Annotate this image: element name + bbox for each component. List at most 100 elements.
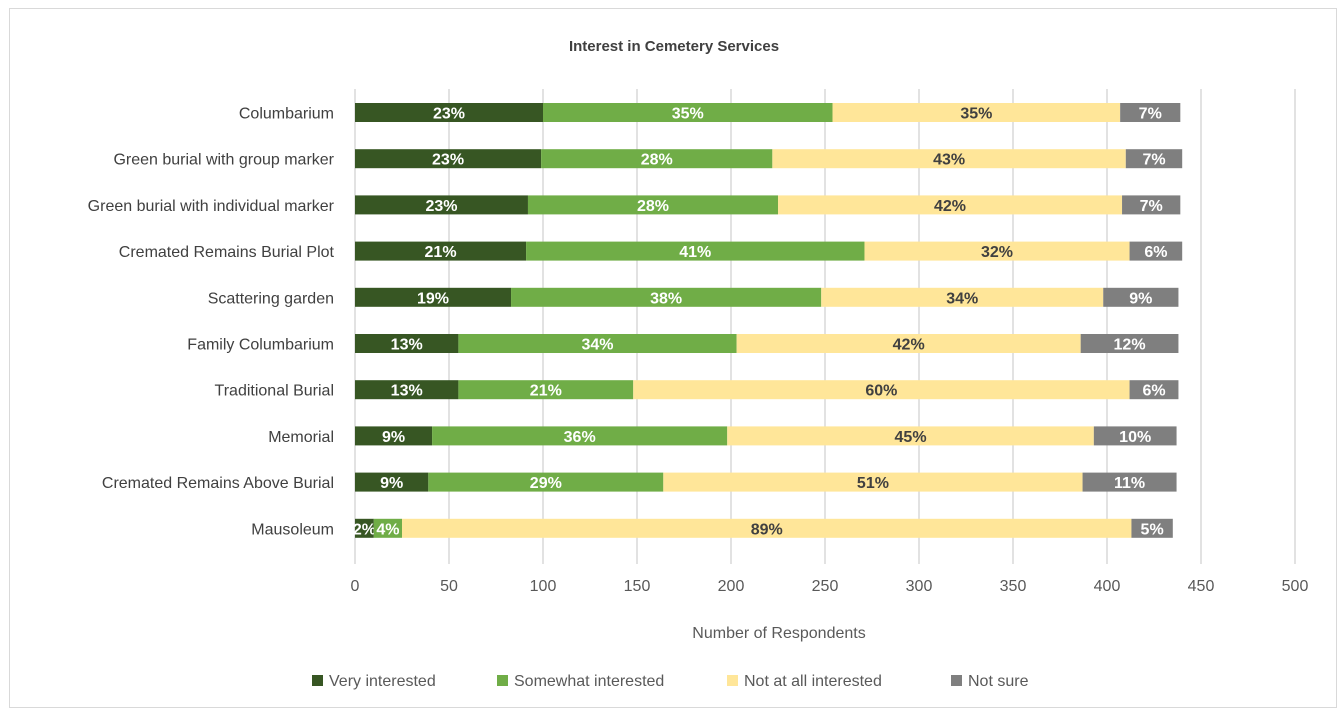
bar-segment [355, 334, 459, 353]
data-label: 35% [960, 106, 992, 123]
legend-swatch [497, 675, 508, 686]
x-tick-label: 100 [530, 578, 557, 595]
data-label: 45% [895, 429, 927, 446]
bar-segment [832, 103, 1121, 122]
chart-title: Interest in Cemetery Services [569, 38, 779, 55]
x-tick-label: 350 [1000, 578, 1027, 595]
bar-segment [1080, 334, 1179, 353]
data-label: 41% [679, 244, 711, 261]
data-label: 6% [1144, 244, 1167, 261]
category-label: Cremated Remains Burial Plot [119, 244, 335, 261]
bar-segment [355, 287, 512, 307]
bars: 23% 35% 35% 7% 23% 28% 43% 7% 23% 28% 42% 7% 21% 41% 3… [353, 103, 1183, 538]
x-tick-label: 200 [718, 578, 745, 595]
x-tick-label: 500 [1282, 578, 1309, 595]
x-tick-labels: 0 50 100 150 200 250 300 350 400 450 500 [351, 578, 1309, 595]
data-label: 2% [353, 521, 376, 538]
data-label: 38% [650, 290, 682, 307]
legend: Very interested Somewhat interested Not at… [312, 673, 1029, 690]
category-label: Cremated Remains Above Burial [102, 475, 334, 492]
x-tick-label: 450 [1188, 578, 1215, 595]
bar-segment [458, 380, 634, 400]
legend-label: Not at all interested [744, 673, 882, 690]
bar-segment [663, 472, 1083, 492]
bar-segment [432, 426, 728, 446]
bar-segment [373, 518, 402, 538]
category-label: Memorial [268, 429, 334, 446]
stacked-bar-chart: Interest in Cemetery Services 23% 35% 35% 7… [88, 38, 1309, 690]
data-label: 23% [433, 106, 465, 123]
bar-segment [526, 241, 865, 261]
bar-segment [543, 103, 833, 122]
bar-segment [633, 380, 1130, 400]
data-label: 34% [946, 290, 978, 307]
data-label: 7% [1139, 106, 1162, 123]
category-label: Scattering garden [208, 290, 334, 307]
legend-swatch [951, 675, 962, 686]
bar-segment [772, 149, 1126, 169]
category-labels: Columbarium Green burial with group marke… [88, 106, 335, 539]
data-label: 21% [425, 244, 457, 261]
data-label: 13% [391, 383, 423, 400]
bar-segment [1120, 103, 1181, 122]
data-label: 9% [382, 429, 405, 446]
data-label: 9% [1129, 290, 1152, 307]
category-label: Traditional Burial [215, 383, 334, 400]
data-label: 42% [934, 198, 966, 215]
data-label: 43% [933, 152, 965, 169]
bar-segment [355, 195, 528, 215]
legend-label: Very interested [329, 673, 436, 690]
x-tick-label: 150 [624, 578, 651, 595]
data-label: 6% [1142, 383, 1165, 400]
bar-segment [355, 426, 433, 446]
bar-segment [355, 241, 527, 261]
data-label: 42% [893, 337, 925, 354]
legend-swatch [727, 675, 738, 686]
data-label: 4% [376, 521, 399, 538]
data-label: 7% [1142, 152, 1165, 169]
bar-segment [821, 287, 1104, 307]
data-label: 60% [865, 383, 897, 400]
bar-segment [355, 518, 374, 538]
category-label: Family Columbarium [187, 337, 334, 354]
bar-segment [355, 103, 543, 122]
bar-segment [402, 518, 1132, 538]
data-label: 9% [380, 475, 403, 492]
bar-segment [541, 149, 773, 169]
bar-segment [428, 472, 664, 492]
data-label: 11% [1114, 475, 1145, 492]
data-label: 7% [1140, 198, 1163, 215]
category-label: Green burial with individual marker [88, 198, 335, 215]
data-label: 35% [672, 106, 704, 123]
bar-segment [1129, 241, 1183, 261]
data-label: 29% [530, 475, 562, 492]
data-label: 23% [425, 198, 457, 215]
data-label: 10% [1119, 429, 1151, 446]
bar-segment [1103, 287, 1179, 307]
x-axis-title: Number of Respondents [692, 625, 865, 642]
bar-segment [355, 472, 429, 492]
bar-segment [511, 287, 822, 307]
chart-frame: Interest in Cemetery Services 23% 35% 35% 7… [9, 8, 1337, 708]
data-label: 28% [641, 152, 673, 169]
data-label: 28% [637, 198, 669, 215]
data-label: 13% [391, 337, 423, 354]
x-tick-label: 250 [812, 578, 839, 595]
data-label: 36% [564, 429, 596, 446]
data-label: 21% [530, 383, 562, 400]
data-label: 32% [981, 244, 1013, 261]
data-label: 23% [432, 152, 464, 169]
category-label: Green burial with group marker [113, 152, 334, 169]
data-label: 89% [751, 521, 783, 538]
bar-segment [1131, 518, 1173, 538]
bar-segment [1129, 380, 1179, 400]
bar-segment [527, 195, 778, 215]
bar-segment [1122, 195, 1181, 215]
category-label: Columbarium [239, 106, 334, 123]
x-tick-label: 50 [440, 578, 458, 595]
bar-segment [736, 334, 1081, 353]
bar-segment [1082, 472, 1177, 492]
legend-label: Not sure [968, 673, 1029, 690]
bar-segment [355, 380, 459, 400]
x-tick-label: 0 [351, 578, 360, 595]
